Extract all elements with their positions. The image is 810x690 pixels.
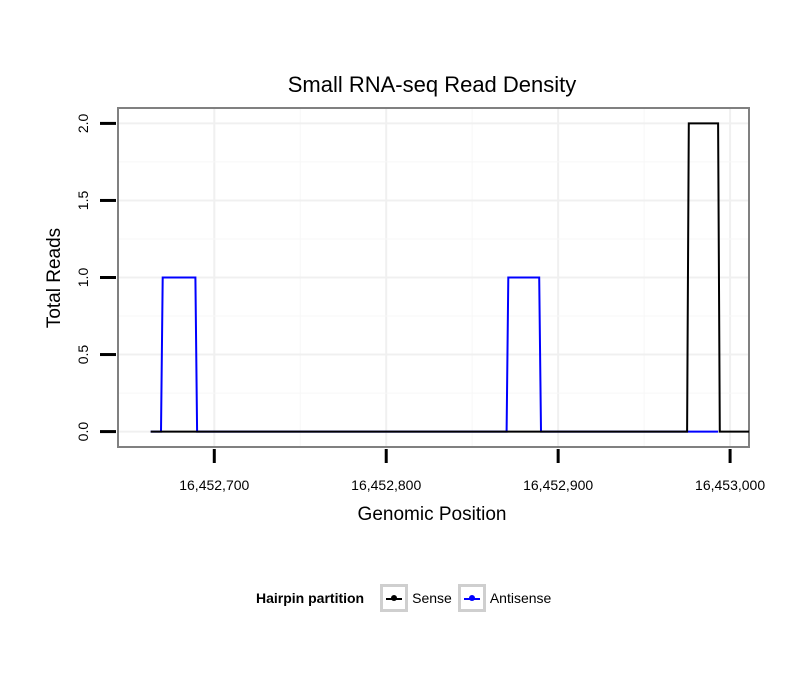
y-axis-label: Total Reads bbox=[44, 228, 65, 328]
legend-item-sense: Sense bbox=[380, 584, 452, 612]
legend-key-sense bbox=[380, 584, 409, 612]
grid-lines bbox=[119, 109, 748, 446]
x-tick-label: 16,453,000 bbox=[695, 477, 765, 493]
series-layer bbox=[150, 122, 749, 433]
legend: Hairpin partition Sense Antisense bbox=[256, 582, 557, 614]
series-line-sense bbox=[150, 122, 749, 433]
legend-dot-sense bbox=[391, 595, 398, 601]
legend-label-sense: Sense bbox=[412, 590, 452, 606]
y-tick-label: 2.0 bbox=[75, 113, 91, 133]
x-tick-label: 16,452,800 bbox=[351, 477, 421, 493]
legend-dot-antisense bbox=[468, 595, 475, 601]
chart-title: Small RNA-seq Read Density bbox=[288, 72, 577, 97]
y-tick-label: 1.0 bbox=[75, 268, 91, 288]
x-tick-label: 16,452,700 bbox=[179, 477, 249, 493]
legend-label-antisense: Antisense bbox=[489, 590, 552, 606]
legend-key-antisense bbox=[457, 584, 486, 612]
y-tick-label: 0.5 bbox=[75, 345, 91, 365]
x-axis-label: Genomic Position bbox=[358, 504, 507, 525]
legend-title: Hairpin partition bbox=[256, 590, 365, 606]
y-tick-label: 1.5 bbox=[75, 191, 91, 211]
axes: 16,452,700 16,452,800 16,452,900 16,453,000… bbox=[75, 113, 765, 493]
x-tick-label: 16,452,900 bbox=[523, 477, 593, 493]
legend-item-antisense: Antisense bbox=[457, 584, 552, 612]
y-tick-label: 0.0 bbox=[75, 422, 91, 442]
